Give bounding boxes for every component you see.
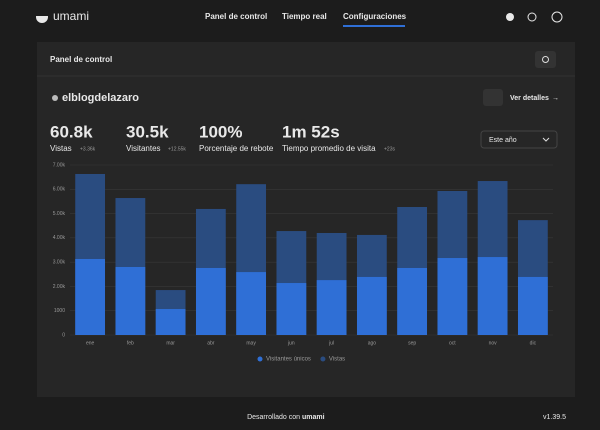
x-tick-label: ago — [368, 340, 377, 346]
bar — [115, 267, 146, 335]
nav-active — [343, 25, 405, 27]
settings-button[interactable] — [535, 51, 556, 68]
theme-icon[interactable] — [506, 13, 514, 21]
y-tick-label: 4.00k — [53, 235, 66, 241]
bar — [276, 283, 307, 335]
bar — [195, 267, 226, 335]
y-tick-label: 1000 — [54, 308, 65, 314]
y-tick-label: 0 — [62, 332, 65, 338]
y-tick-label: 6.00k — [53, 187, 66, 193]
bar — [517, 276, 548, 335]
legend-label: Vistas — [329, 357, 345, 363]
stat-value: 1m 52s — [282, 122, 340, 141]
chart: 0 1000 2.00k 3.00k 4.00k 5.00k 6.00k 7.00k ene fe… — [53, 162, 553, 363]
stat-value: 60.8k — [50, 122, 93, 141]
legend-label: Visitantes únicos — [266, 357, 311, 363]
stat-value: 100% — [199, 122, 242, 141]
profile-icon[interactable] — [551, 11, 563, 23]
site-name: elblogdelazaro — [62, 92, 139, 104]
bar — [75, 258, 106, 335]
arrow: → — [552, 95, 559, 102]
logo-cut — [36, 11, 48, 16]
stat-change: +12.55k — [168, 146, 186, 152]
x-tick-label: mar — [166, 340, 175, 346]
language-icon[interactable] — [527, 12, 537, 22]
range-select[interactable] — [480, 130, 558, 149]
footer-text: Desarrollado con — [247, 414, 300, 421]
legend-swatch — [257, 356, 263, 362]
y-tick-label: 2.00k — [53, 284, 66, 290]
stat-change: +23s — [384, 146, 395, 152]
panel-title: Panel de control — [50, 55, 112, 64]
y-tick-label: 5.00k — [53, 211, 66, 217]
x-tick-label: may — [246, 340, 256, 346]
bar — [397, 267, 428, 335]
version: v1.39.5 — [543, 414, 566, 421]
y-tick-label: 7.00k — [53, 162, 66, 168]
nav-link[interactable]: Tiempo real — [282, 12, 327, 21]
range-label: Este año — [489, 137, 517, 144]
footer-brand[interactable]: umami — [302, 414, 325, 421]
x-tick-label: abr — [207, 340, 215, 346]
bar — [356, 276, 387, 335]
bar — [236, 272, 267, 335]
bar — [155, 309, 186, 335]
stat-label: Porcentaje de rebote — [199, 144, 274, 153]
x-tick-label: nov — [489, 340, 498, 346]
x-tick-label: jun — [287, 340, 295, 346]
x-tick-label: sep — [408, 340, 416, 346]
x-tick-label: oct — [449, 340, 456, 346]
x-tick-label: ene — [86, 340, 95, 346]
stat-label: Visitantes — [126, 144, 161, 153]
y-tick-label: 3.00k — [53, 259, 66, 265]
brand: umami — [53, 9, 89, 23]
chevron — [542, 137, 550, 142]
stat-label: Vistas — [50, 144, 72, 153]
settings-icon — [542, 56, 549, 63]
stat-value: 30.5k — [126, 122, 169, 141]
refresh-button[interactable] — [483, 89, 503, 106]
bar — [316, 280, 347, 335]
stat-change: +3.36k — [80, 146, 96, 152]
nav-link[interactable]: Panel de control — [205, 12, 267, 21]
details-link[interactable]: Ver detalles — [510, 95, 549, 102]
bar — [477, 257, 508, 335]
site-dot — [52, 95, 58, 101]
bar — [437, 258, 468, 335]
nav-link[interactable]: Configuraciones — [343, 12, 407, 21]
x-tick-label: feb — [127, 340, 134, 346]
x-tick-label: jul — [328, 340, 334, 346]
x-tick-label: dic — [530, 340, 537, 346]
legend-swatch — [320, 356, 326, 362]
stat-label: Tiempo promedio de visita — [282, 144, 376, 153]
